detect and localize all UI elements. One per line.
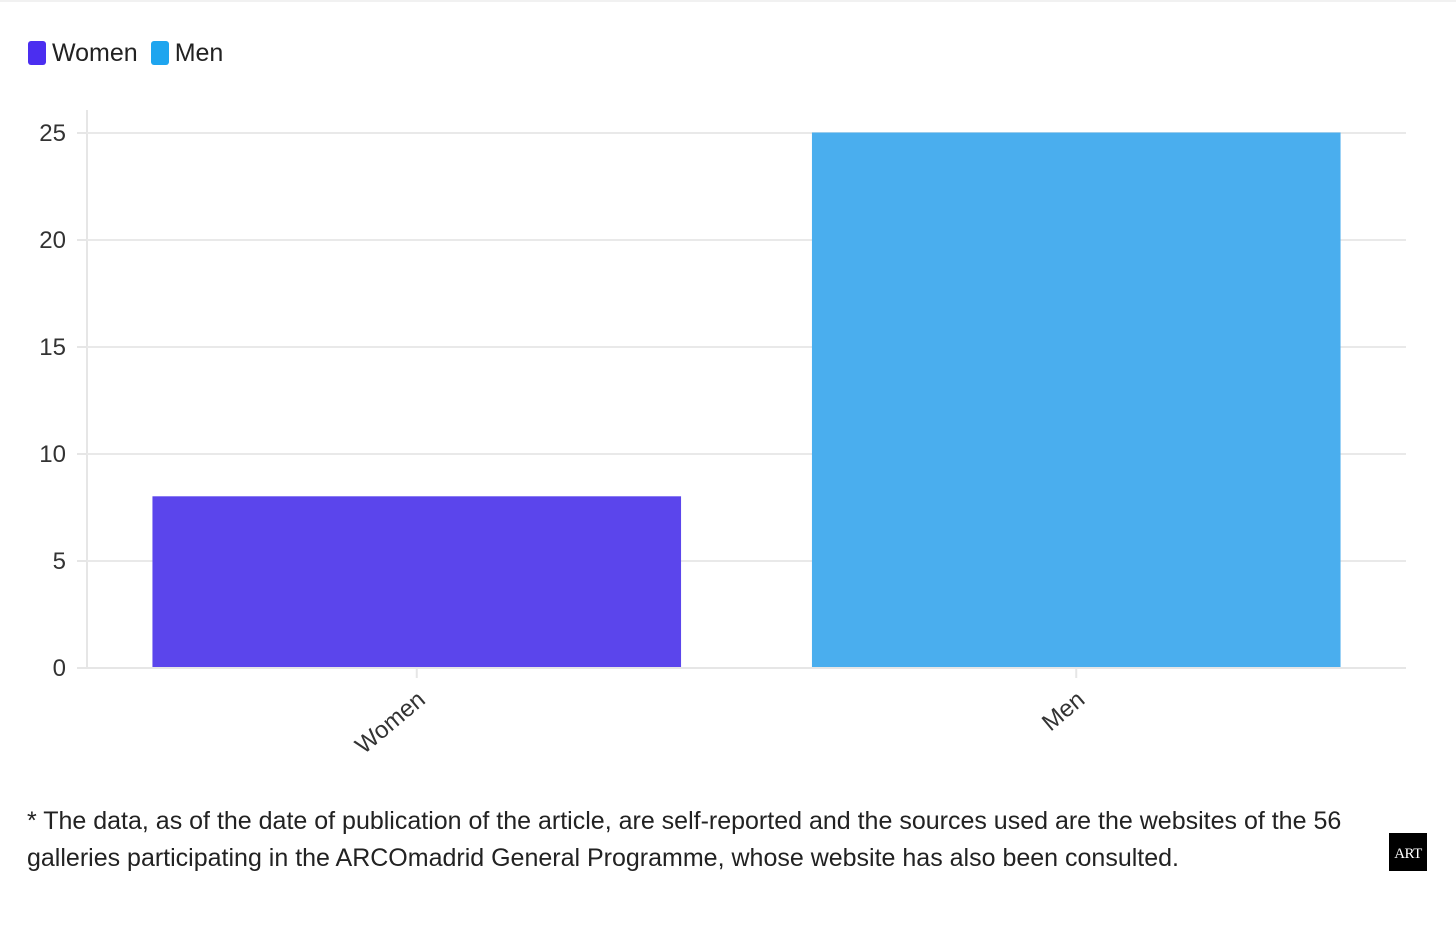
bar-women — [152, 496, 682, 669]
y-tick-label-25: 25 — [39, 120, 66, 147]
bar-chart: 0 5 10 15 20 25 Women Men — [39, 110, 1406, 760]
footnote: * The data, as of the date of publicatio… — [27, 807, 1342, 872]
x-tick-label-women: Women — [350, 686, 430, 760]
bar-men — [811, 132, 1341, 669]
legend-item-men: Men — [150, 38, 224, 68]
legend-swatch-men — [150, 41, 169, 65]
y-tick-label-5: 5 — [53, 548, 66, 575]
y-tick-label-0: 0 — [53, 655, 66, 682]
legend-item-women: Women — [28, 39, 138, 68]
y-tick-label-10: 10 — [39, 441, 66, 468]
y-tick-label-20: 20 — [39, 227, 66, 254]
legend-label-women: Women — [52, 38, 138, 67]
art-logo-icon: ART — [1389, 833, 1427, 871]
watermark-text: ART — [1394, 846, 1422, 862]
legend-swatch-women — [28, 41, 46, 65]
legend-label-men: Men — [174, 38, 224, 67]
top-rule — [0, 0, 1456, 2]
y-tick-label-15: 15 — [39, 334, 66, 361]
x-tick-label-men: Men — [1037, 686, 1090, 737]
legend: Women Men — [28, 38, 236, 68]
